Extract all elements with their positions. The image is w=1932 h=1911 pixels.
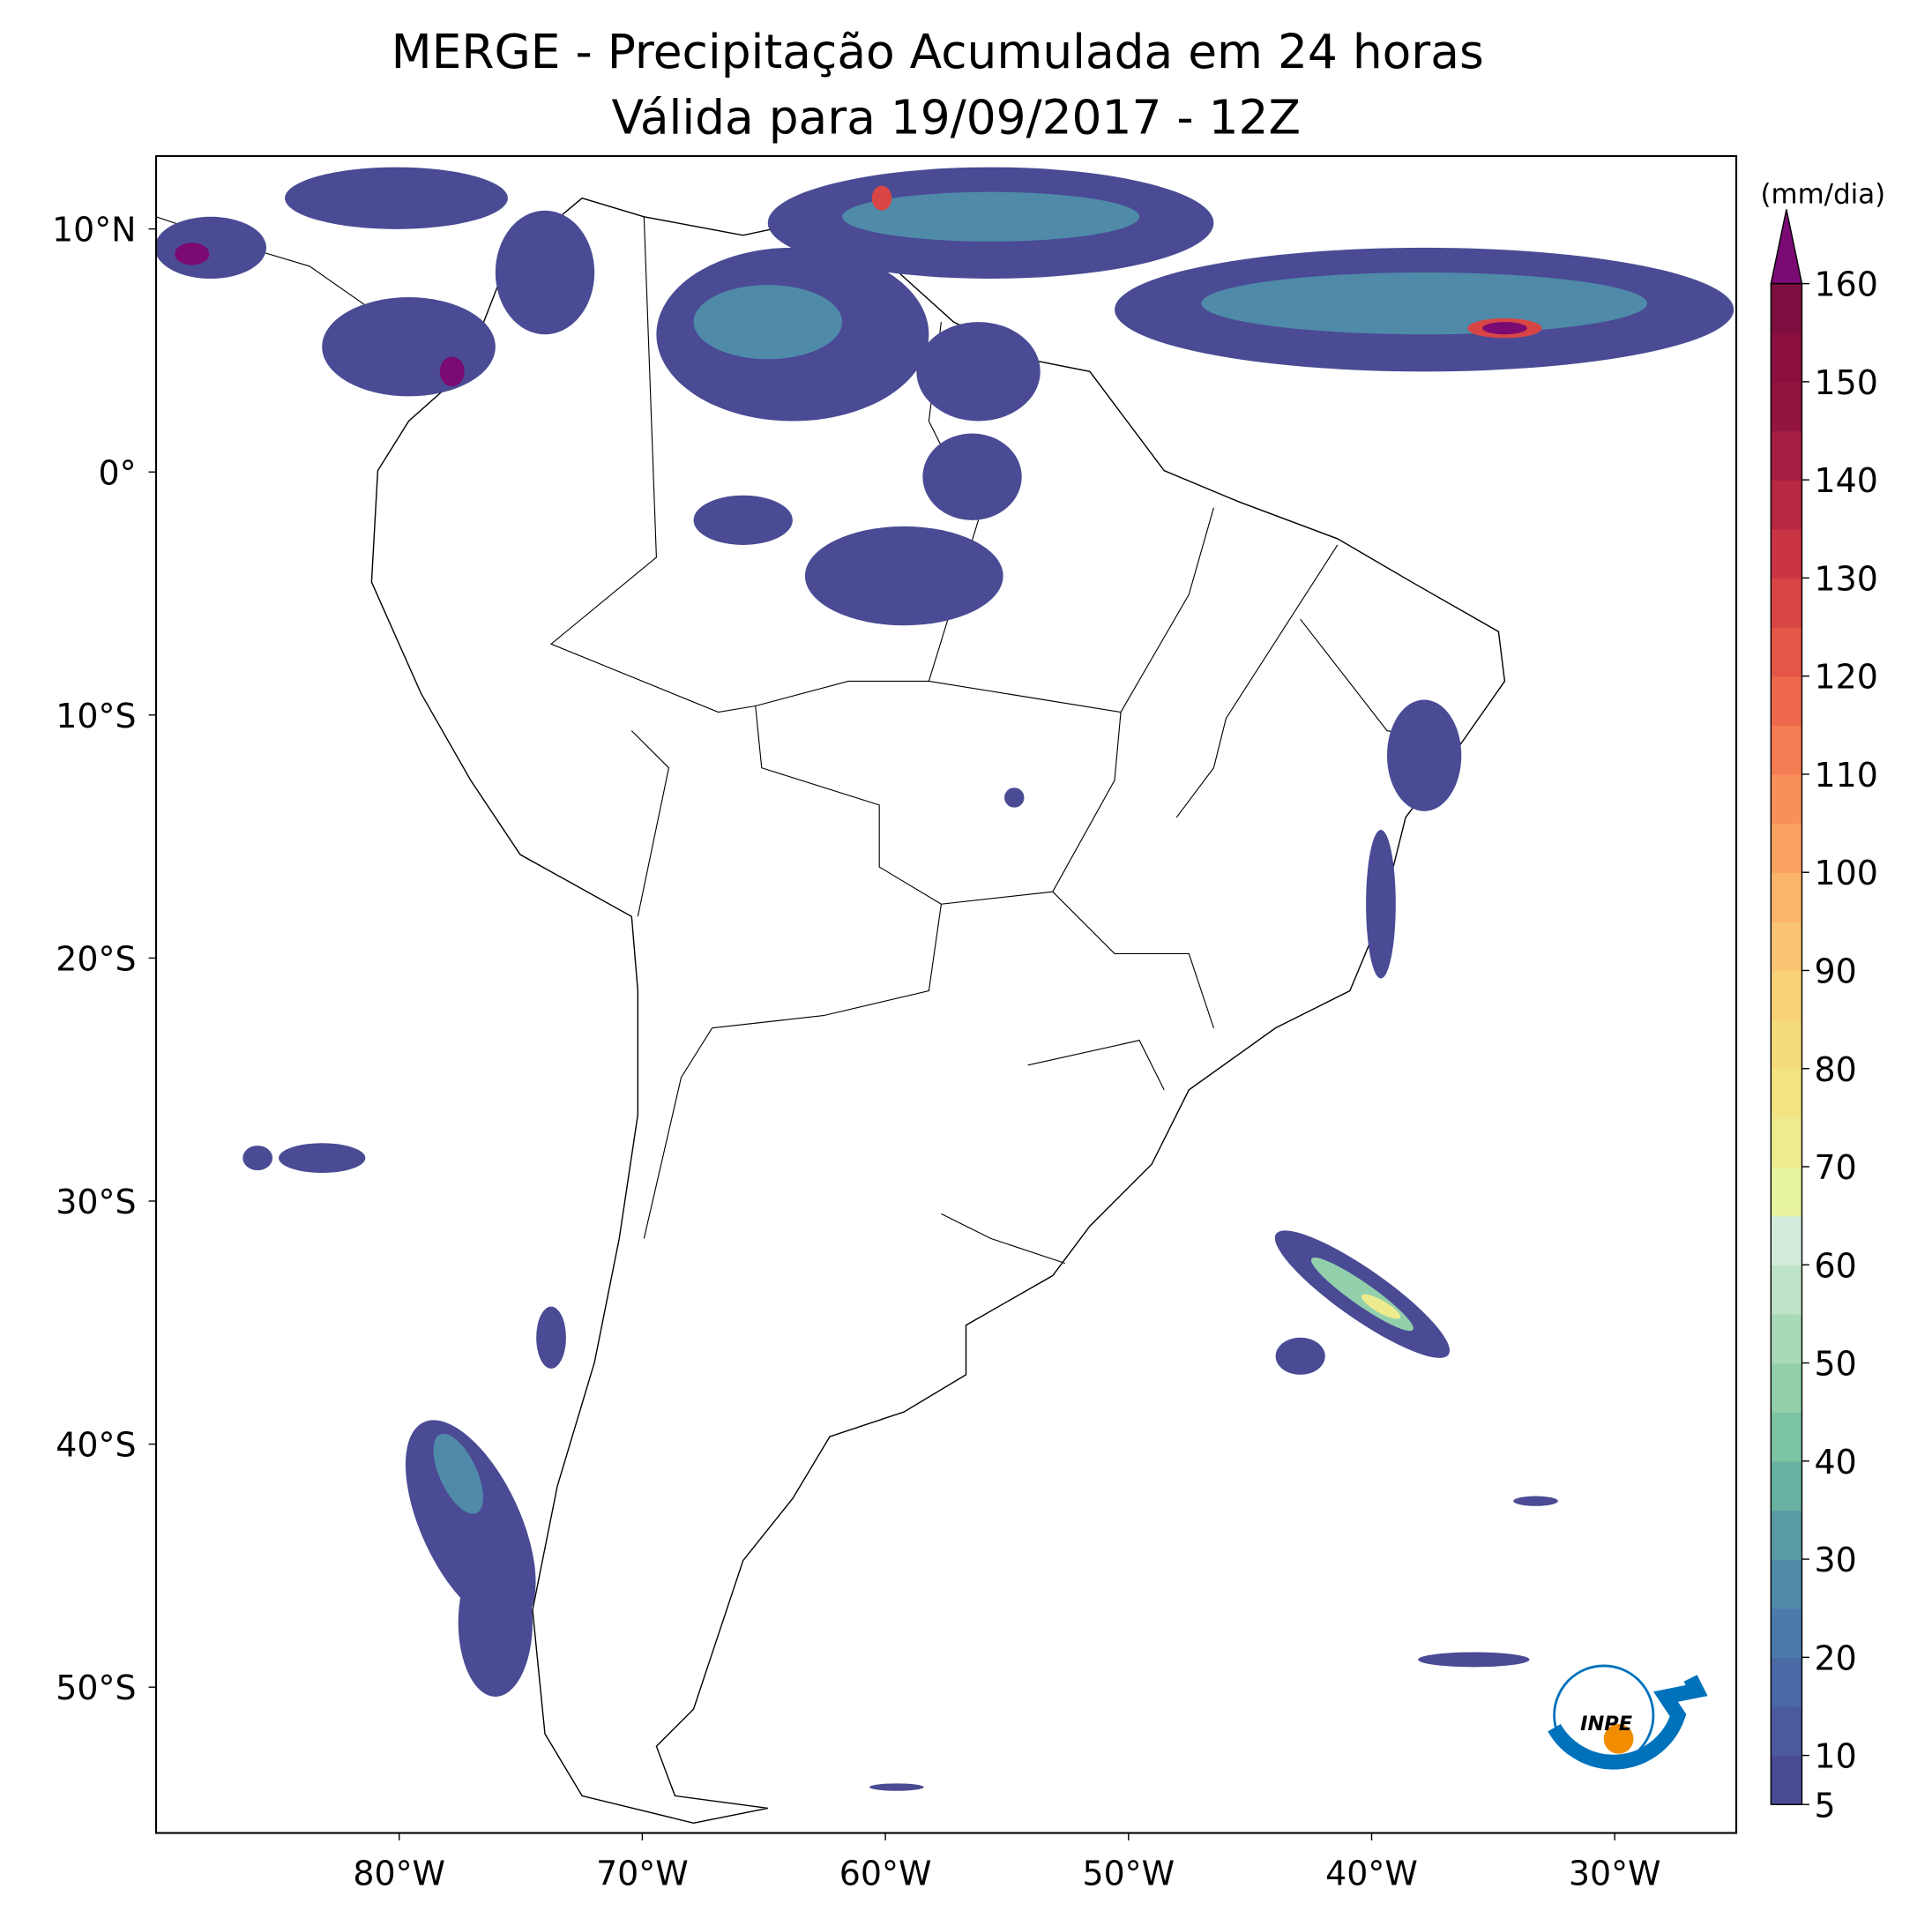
colorbar-tick-label: 140 [1815, 461, 1878, 500]
colorbar: 5 10 20 30 40 50 60 70 80 90 100 110 120 130 140 150 160… [1760, 178, 1885, 1825]
x-tick-label: 70°W [596, 1855, 689, 1893]
colorbar-bin [1771, 1412, 1802, 1462]
y-tick-label: 0° [98, 453, 136, 492]
colorbar-bin [1771, 676, 1802, 727]
y-tick-label: 20°S [56, 939, 136, 978]
colorbar-tick-label: 5 [1815, 1786, 1836, 1825]
x-tick-label: 40°W [1325, 1855, 1418, 1893]
colorbar-bin [1771, 1166, 1802, 1217]
colorbar-tick-label: 30 [1815, 1541, 1857, 1579]
map-area: INPE [156, 155, 1737, 1833]
y-tick-label: 40°S [56, 1426, 136, 1465]
colorbar-bin [1771, 1117, 1802, 1168]
colorbar-bin [1771, 921, 1802, 972]
x-tick-label: 80°W [353, 1855, 445, 1893]
y-tick-label: 10°S [56, 697, 136, 735]
y-tick-label: 10°N [52, 211, 137, 250]
colorbar-bin [1771, 725, 1802, 775]
colorbar-tick-label: 40 [1815, 1443, 1857, 1482]
colorbar-tick-label: 70 [1815, 1148, 1857, 1187]
title: MERGE - Precipitação Acumulada em 24 hor… [392, 24, 1484, 79]
colorbar-bin [1771, 480, 1802, 530]
colorbar-tick-label: 10 [1815, 1737, 1857, 1776]
x-tick-label: 30°W [1569, 1855, 1661, 1893]
logo-text: INPE [1580, 1713, 1633, 1736]
colorbar-bin [1771, 578, 1802, 628]
colorbar-bin [1771, 283, 1802, 333]
colorbar-tick-label: 110 [1815, 756, 1878, 795]
map-frame [154, 154, 1738, 1834]
colorbar-bin [1771, 773, 1802, 825]
colorbar-frame [1770, 282, 1803, 1805]
colorbar-bin [1771, 1657, 1802, 1707]
logo: INPE [1548, 1664, 1708, 1770]
colorbar-tick-label: 80 [1815, 1050, 1857, 1089]
colorbar-bin [1771, 381, 1802, 432]
colorbar-tick-label: 150 [1815, 363, 1878, 402]
colorbar-bin [1771, 823, 1802, 873]
colorbar-bin [1771, 872, 1802, 922]
colorbar-tick-label: 90 [1815, 952, 1857, 991]
south-america [370, 197, 1506, 1825]
colorbar-bin [1771, 1706, 1802, 1757]
colorbar-bin [1771, 1215, 1802, 1265]
colorbar-bin [1771, 430, 1802, 481]
colorbar-bin [1771, 1608, 1802, 1659]
colorbar-bin [1771, 528, 1802, 579]
colorbar-bin [1771, 970, 1802, 1020]
colorbar-tick-label: 120 [1815, 658, 1878, 697]
colorbar-bin [1771, 627, 1802, 677]
colorbar-tick-label: 50 [1815, 1345, 1857, 1384]
colorbar-tick-label: 130 [1815, 559, 1878, 598]
colorbar-tick-label: 60 [1815, 1246, 1857, 1285]
colorbar-bin [1771, 1460, 1802, 1512]
colorbar-tick-label: 160 [1815, 265, 1878, 304]
colorbar-bin [1771, 1510, 1802, 1560]
colorbar-tick-label: 20 [1815, 1639, 1857, 1677]
colorbar-bin [1771, 332, 1802, 383]
colorbar-bin [1771, 1362, 1802, 1413]
colorbar-bin [1771, 1019, 1802, 1070]
colorbar-label: (mm/dia) [1760, 178, 1885, 210]
colorbar-tick-label: 100 [1815, 854, 1878, 892]
colorbar-bin [1771, 1559, 1802, 1609]
y-tick-label: 30°S [56, 1183, 136, 1221]
subtitle: Válida para 19/09/2017 - 12Z [611, 90, 1301, 146]
y-tick-label: 50°S [56, 1668, 136, 1707]
colorbar-extend [1770, 209, 1803, 285]
colorbar-bin [1771, 1313, 1802, 1364]
axes: 80°W 70°W 60°W 50°W 40°W 30°W 10°N 0° 10°S 20°S 30… [52, 211, 1661, 1893]
x-tick-label: 60°W [839, 1855, 932, 1893]
colorbar-bin [1771, 1068, 1802, 1119]
colorbar-bin [1771, 1265, 1802, 1315]
precipitation [156, 167, 1734, 1791]
colorbar-bin [1771, 1755, 1802, 1805]
x-tick-label: 50°W [1082, 1855, 1175, 1893]
